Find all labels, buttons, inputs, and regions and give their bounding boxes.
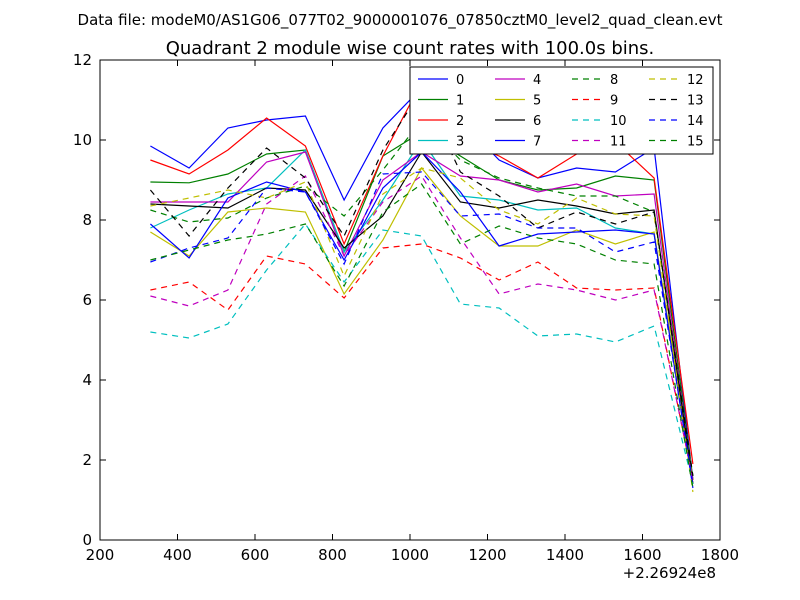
y-tick-label: 2 xyxy=(82,451,92,469)
x-tick-label: 200 xyxy=(86,546,115,564)
y-tick-label: 6 xyxy=(82,291,92,309)
series-line-12 xyxy=(150,167,694,493)
series-line-9 xyxy=(150,243,694,481)
legend-label-2: 2 xyxy=(456,114,464,129)
series-line-6 xyxy=(150,150,694,485)
x-tick-label: 1200 xyxy=(468,546,506,564)
x-tick-label: 1000 xyxy=(391,546,429,564)
legend-label-6: 6 xyxy=(533,114,541,129)
legend-label-10: 10 xyxy=(610,114,627,129)
axis-ticks: 200 400 600 800 1000 1200 1400 1600 180002468101… xyxy=(73,51,739,564)
x-tick-label: 1800 xyxy=(701,546,739,564)
x-tick-label: 1400 xyxy=(546,546,584,564)
legend-label-3: 3 xyxy=(456,135,464,150)
legend-label-0: 0 xyxy=(456,73,464,88)
chart-title: Quadrant 2 module wise count rates with … xyxy=(166,38,655,59)
series-line-14 xyxy=(150,171,694,485)
legend-label-4: 4 xyxy=(533,73,541,88)
legend-label-1: 1 xyxy=(456,94,464,109)
legend-label-11: 11 xyxy=(610,135,627,150)
legend-label-12: 12 xyxy=(687,73,704,88)
data-file-label: Data file: modeM0/AS1G06_077T02_90000010… xyxy=(78,11,723,30)
series-line-8 xyxy=(150,119,694,477)
x-offset-label: +2.26924e8 xyxy=(623,564,716,582)
x-tick-label: 600 xyxy=(241,546,270,564)
legend-label-7: 7 xyxy=(533,135,541,150)
series-line-10 xyxy=(150,223,694,485)
x-tick-label: 800 xyxy=(318,546,347,564)
x-tick-label: 1600 xyxy=(623,546,661,564)
series-line-4 xyxy=(150,151,694,485)
y-tick-label: 10 xyxy=(73,131,92,149)
series-line-11 xyxy=(150,175,694,481)
series-line-3 xyxy=(150,138,694,481)
legend-label-8: 8 xyxy=(610,73,618,88)
legend-label-9: 9 xyxy=(610,94,618,109)
legend-label-13: 13 xyxy=(687,94,704,109)
series-line-7 xyxy=(150,151,694,489)
y-tick-label: 0 xyxy=(82,531,92,549)
legend-label-14: 14 xyxy=(687,114,704,129)
y-tick-label: 12 xyxy=(73,51,92,69)
series-line-5 xyxy=(150,166,694,481)
legend-label-5: 5 xyxy=(533,94,541,109)
series-line-15 xyxy=(150,183,694,489)
x-tick-label: 400 xyxy=(163,546,192,564)
y-tick-label: 4 xyxy=(82,371,92,389)
y-tick-label: 8 xyxy=(82,211,92,229)
legend-box xyxy=(409,66,714,155)
legend-label-15: 15 xyxy=(687,135,704,150)
